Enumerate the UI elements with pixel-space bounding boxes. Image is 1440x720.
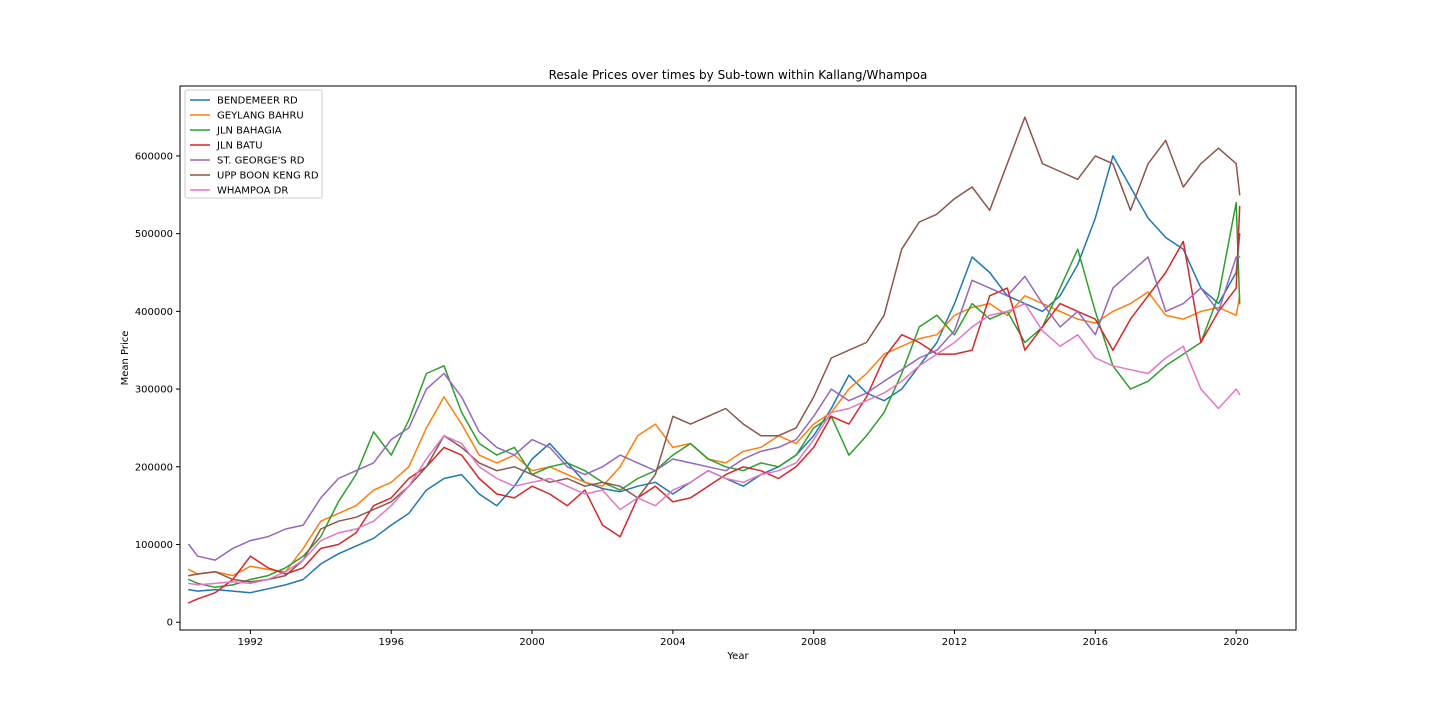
legend-frame [184, 89, 323, 199]
x-tick-label-7: 2020 [1223, 637, 1248, 648]
series-line-6 [188, 302, 1241, 586]
y-tick-label-2: 200000 [135, 462, 173, 473]
x-tick-label-6: 2016 [1083, 637, 1108, 648]
series-line-1 [188, 291, 1241, 577]
legend-label-3: JLN BATU [216, 141, 263, 152]
legend-label-1: GEYLANG BAHRU [217, 111, 304, 122]
series-layer [188, 116, 1241, 604]
legend-label-6: WHAMPOA DR [217, 186, 288, 197]
y-tick-label-6: 600000 [135, 151, 173, 162]
x-axis-title: Year [726, 651, 749, 662]
y-tick-label-1: 100000 [135, 540, 173, 551]
y-tick-label-4: 400000 [135, 307, 173, 318]
y-axis: 0 100000 200000 300000 400000 500000 600000 [135, 151, 180, 629]
series-line-2 [188, 201, 1241, 589]
series-line-0 [188, 155, 1241, 594]
series-line-4 [188, 256, 1241, 561]
x-tick-label-2: 2000 [519, 637, 544, 648]
x-tick-label-1: 1996 [379, 637, 404, 648]
y-tick-label-3: 300000 [135, 385, 173, 396]
legend-label-2: JLN BAHAGIA [216, 126, 282, 137]
legend-label-5: UPP BOON KENG RD [217, 171, 319, 182]
x-tick-label-0: 1992 [238, 637, 263, 648]
legend: BENDEMEER RD GEYLANG BAHRU JLN BAHAGIA JLN … [184, 89, 323, 199]
plot-frame [179, 85, 1297, 631]
legend-items: BENDEMEER RD GEYLANG BAHRU JLN BAHAGIA JLN … [190, 96, 319, 197]
x-tick-label-4: 2008 [801, 637, 826, 648]
series-line-5 [188, 116, 1241, 583]
chart-title: Resale Prices over times by Sub-town wit… [549, 68, 928, 82]
x-tick-label-3: 2004 [660, 637, 685, 648]
legend-label-4: ST. GEORGE'S RD [217, 156, 305, 167]
legend-label-0: BENDEMEER RD [217, 96, 298, 107]
y-tick-label-5: 500000 [135, 229, 173, 240]
y-tick-label-0: 0 [167, 618, 173, 629]
y-axis-title: Mean Price [120, 331, 131, 386]
x-tick-label-5: 2012 [942, 637, 967, 648]
x-axis: 1992 1996 2000 2004 2008 2012 2016 2020 [238, 630, 1249, 648]
